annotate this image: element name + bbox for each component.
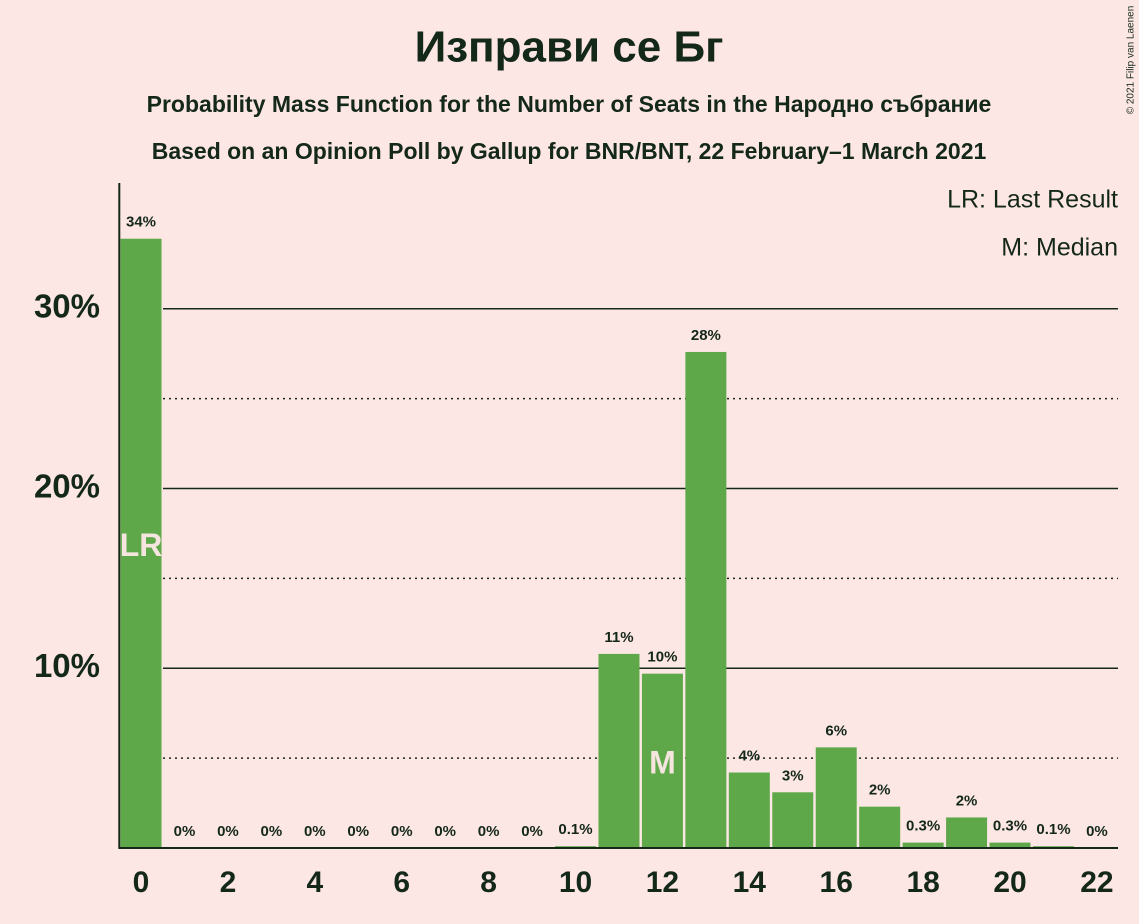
value-label: 0% [304,823,326,840]
value-label: 0.3% [993,818,1027,835]
chart-subtitle: Probability Mass Function for the Number… [147,91,992,117]
bar [815,747,857,848]
value-label: 0% [217,823,239,840]
value-label: 0.1% [1036,821,1070,838]
y-tick-label: 10% [34,647,100,684]
value-label: 0% [347,823,369,840]
x-tick-label: 12 [646,866,679,899]
value-label: 0% [391,823,413,840]
annotation: LR [120,527,163,563]
credit: © 2021 Filip van Laenen [1126,6,1137,115]
x-tick-label: 2 [220,866,237,899]
x-tick-label: 22 [1080,866,1113,899]
value-label: 0% [521,823,543,840]
x-tick-label: 6 [393,866,410,899]
value-label: 0% [261,823,283,840]
x-tick-label: 0 [133,866,150,899]
x-tick-label: 10 [559,866,592,899]
legend-entry: M: Median [1001,234,1118,262]
value-label: 2% [956,792,978,809]
y-tick-label: 30% [34,288,100,325]
chart-subtitle: Based on an Opinion Poll by Gallup for B… [152,138,987,164]
x-tick-label: 18 [906,866,939,899]
x-tick-label: 14 [733,866,767,899]
bar [598,653,640,848]
value-label: 6% [825,722,847,739]
bar [685,351,727,848]
chart-title: Изправи се Бг [415,23,724,72]
x-tick-label: 16 [820,866,853,899]
legend-entry: LR: Last Result [947,186,1118,214]
bar [902,842,944,848]
value-label: 11% [604,629,633,646]
bar [946,817,988,848]
value-label: 28% [691,327,721,344]
value-label: 34% [126,214,156,231]
annotation: M [649,744,676,780]
x-tick-label: 4 [306,866,323,899]
value-label: 0% [174,823,196,840]
bar [859,806,901,848]
value-label: 0% [434,823,456,840]
value-label: 3% [782,767,804,784]
value-label: 4% [738,747,760,764]
value-label: 10% [647,649,677,666]
bar [641,673,683,848]
value-label: 0.1% [558,821,592,838]
value-label: 0% [478,823,500,840]
bar [728,772,770,848]
value-label: 0.3% [906,818,940,835]
value-label: 0% [1086,823,1108,840]
value-label: 2% [869,782,891,799]
bar [989,842,1031,848]
x-tick-label: 20 [993,866,1026,899]
bar [120,238,162,849]
bar [772,792,814,848]
y-tick-label: 20% [34,467,100,504]
x-tick-label: 8 [480,866,497,899]
